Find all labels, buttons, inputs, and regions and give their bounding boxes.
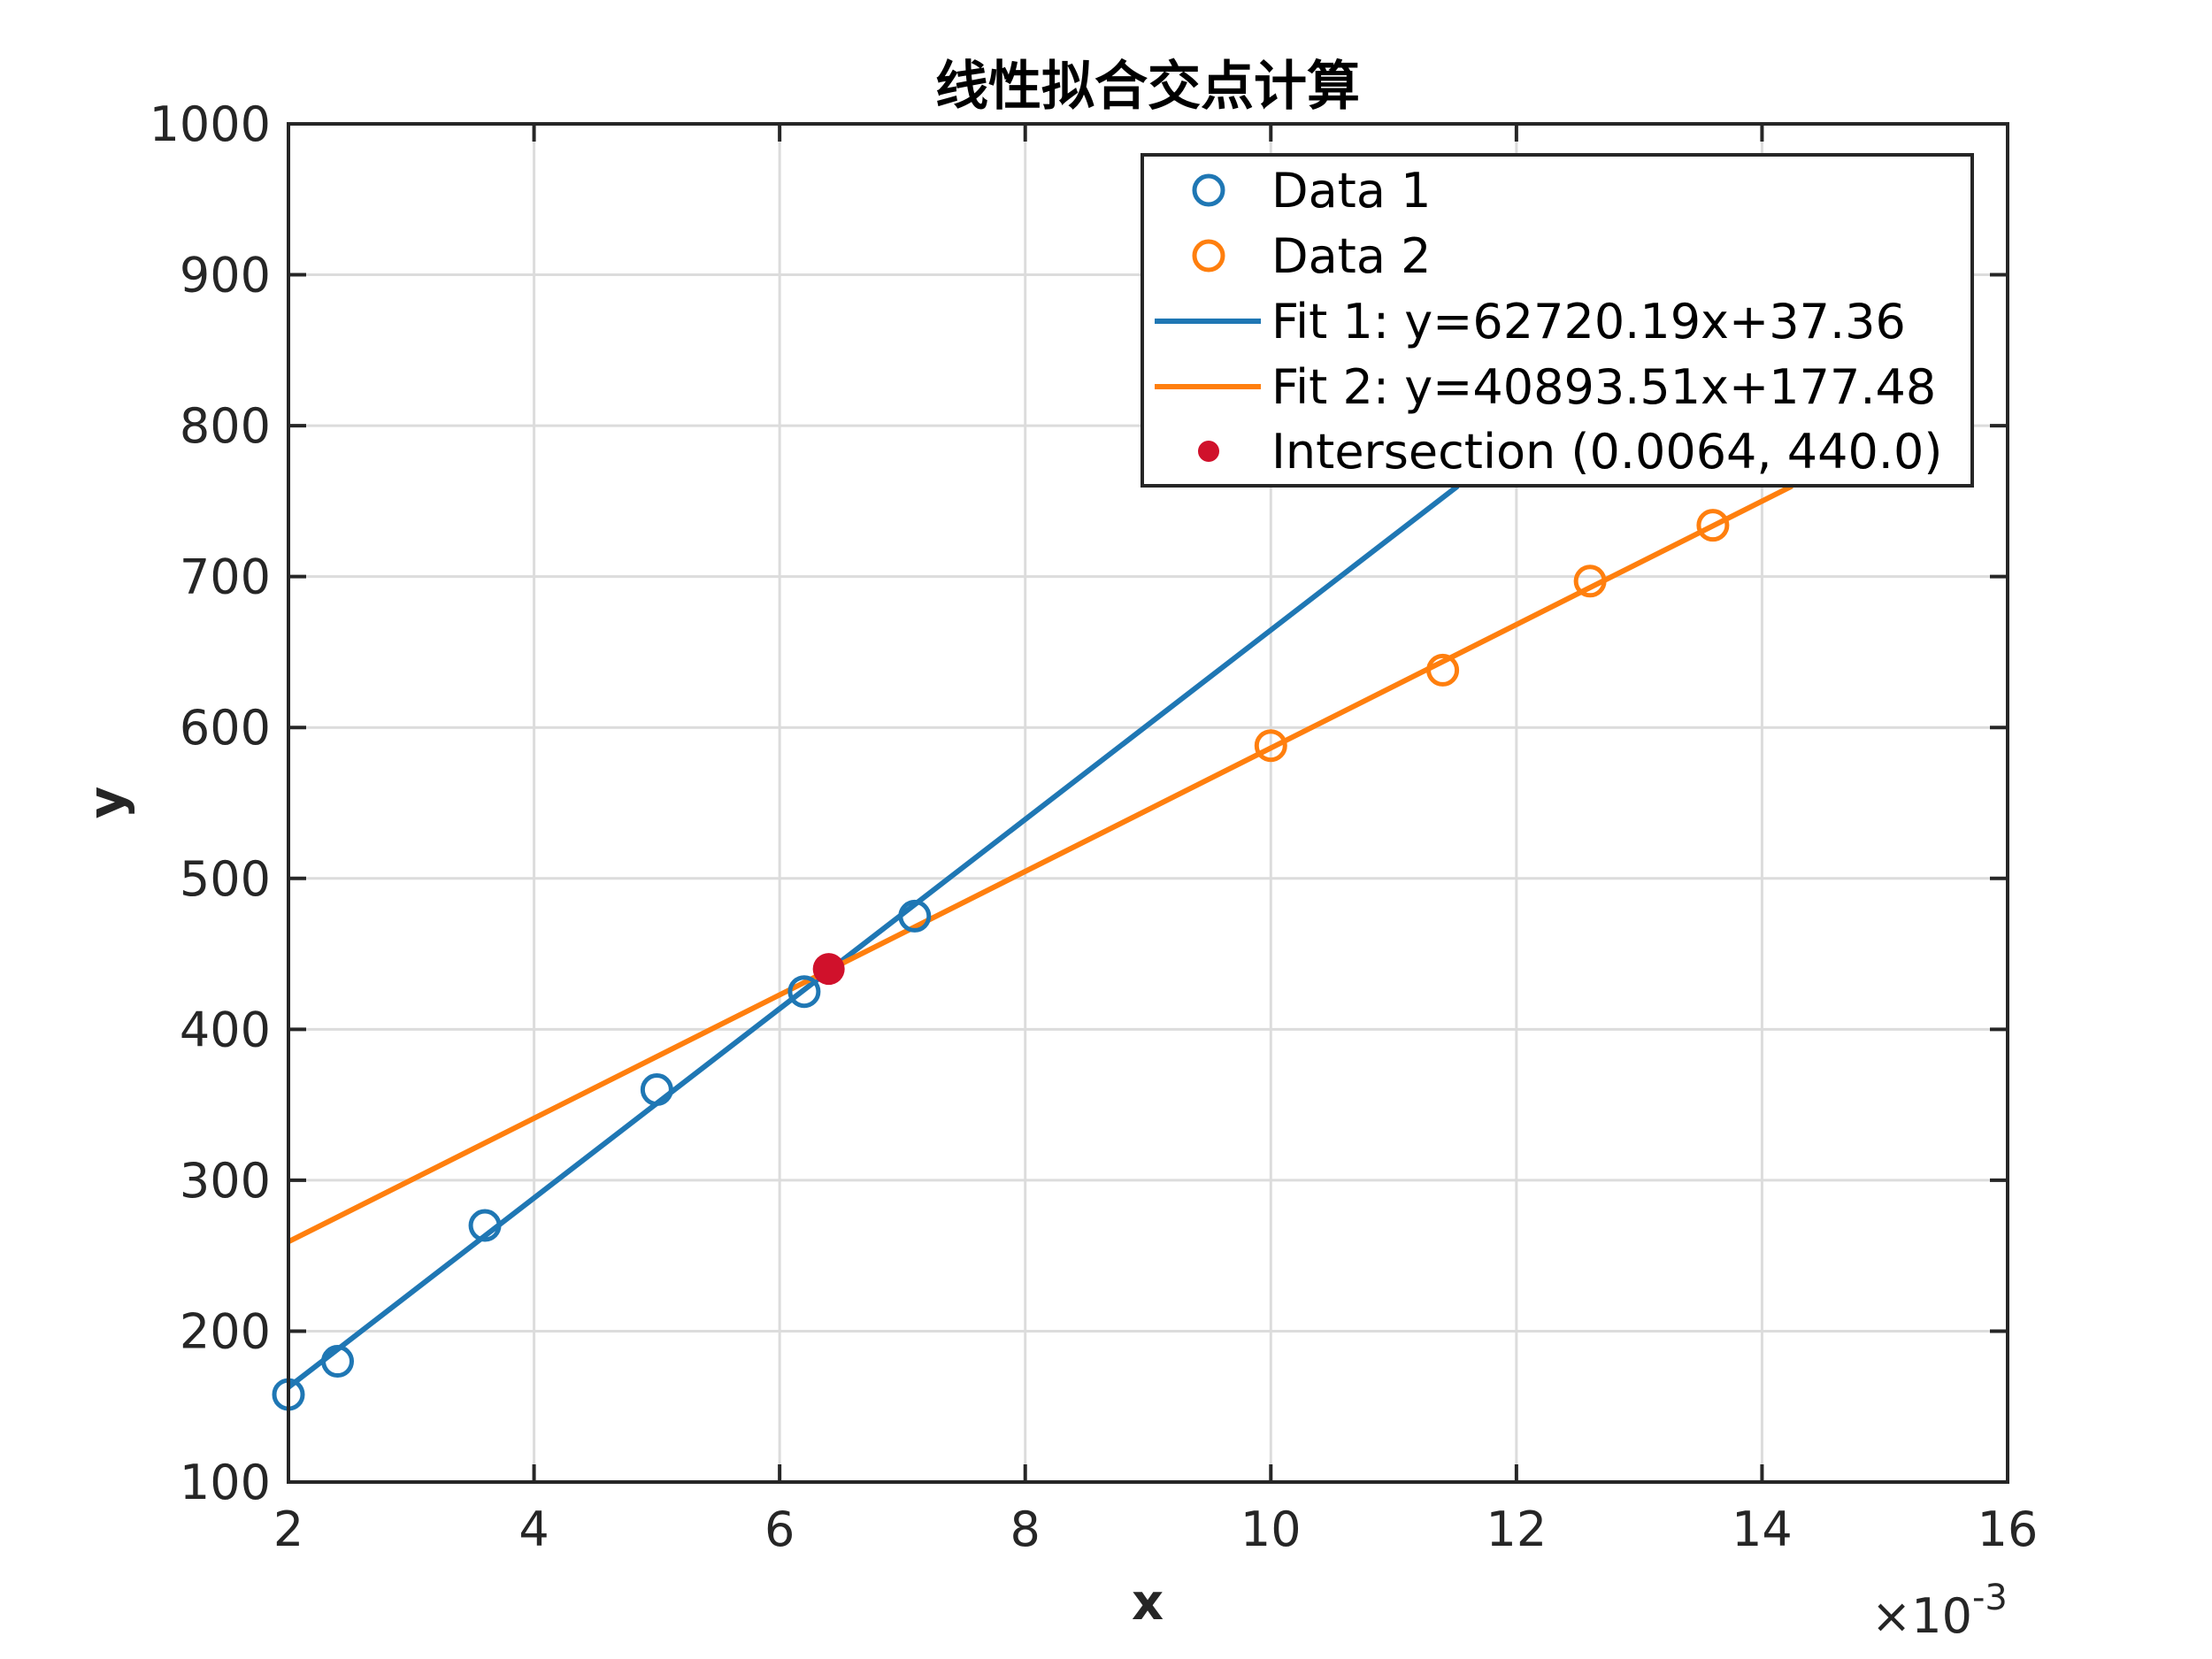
data-point [1696,509,1730,542]
data-point [898,899,932,933]
legend-label-fit-1: Fit 1: y=62720.19x+37.36 [1271,294,1906,349]
y-tick-label: 700 [180,549,271,605]
fit-line [287,483,1460,1390]
y-tick-label: 1000 [150,96,271,152]
data-point [1426,653,1460,687]
y-tick-label: 800 [180,398,271,454]
x-tick-label: 8 [1010,1502,1041,1557]
data-point [1254,729,1287,763]
legend-label-fit-2: Fit 2: y=40893.51x+177.48 [1271,359,1936,415]
intersection-point [812,953,845,986]
x-tick-label: 6 [764,1502,795,1557]
x-axis-label: x [1132,1574,1164,1632]
data-point [468,1209,502,1242]
legend-box [1141,153,1974,488]
plot-area-border [287,122,2009,1484]
fit-line [287,483,1793,1245]
data-point [640,1073,673,1107]
plot-series [272,483,1793,1411]
chart-title: 线性拟合交点计算 [935,56,1360,118]
y-tick-label: 600 [180,700,271,756]
x-tick-label: 2 [273,1502,303,1557]
data-point [321,1345,355,1379]
y-tick-label: 900 [180,248,271,303]
y-axis-label: y [79,787,136,819]
x-tick-label: 4 [518,1502,549,1557]
y-tick-label: 400 [180,1002,271,1057]
y-tick-label: 500 [180,851,271,907]
legend-marker-data-1-icon [1192,173,1225,207]
x-exponent-label: ×10-3 [1871,1578,2008,1644]
x-tick-label: 10 [1240,1502,1302,1557]
legend-label-data-1: Data 1 [1271,163,1431,219]
x-tick-label: 16 [1978,1502,2039,1557]
legend-marker-data-2-icon [1192,239,1225,273]
y-tick-label: 100 [180,1455,271,1510]
y-tick-label: 200 [180,1303,271,1359]
data-point [787,975,821,1009]
legend-label-data-2: Data 2 [1271,228,1431,284]
legend-marker-intersection-icon [1198,441,1219,462]
x-tick-label: 14 [1732,1502,1793,1557]
y-tick-label: 300 [180,1153,271,1209]
legend-label-intersection: Intersection (0.0064, 440.0) [1271,424,1942,480]
x-tick-label: 12 [1486,1502,1547,1557]
axis-ticks: 2 4 6 8 10 12 14 16 100 200 300 400 500 600 700 800 900 1… [150,96,2039,1557]
legend: Data 1 Data 2 Fit 1: y=62720.19x+37.36 F… [1141,153,1974,488]
data-point [1573,565,1607,598]
